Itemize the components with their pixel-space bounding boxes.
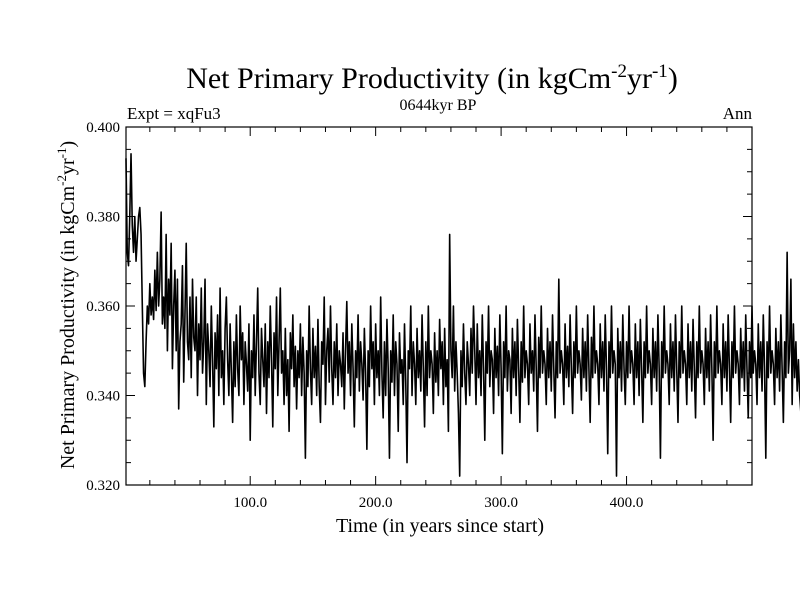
x-tick-label: 200.0 xyxy=(359,495,393,511)
subtitle-season: Ann xyxy=(723,104,753,123)
series-layer xyxy=(125,153,800,477)
title-sup-2: -1 xyxy=(652,61,668,82)
subtitle-period: 0644kyr BP xyxy=(400,97,477,114)
y-tick-label: 0.360 xyxy=(86,299,120,315)
chart-title: Net Primary Productivity (in kgCm-2yr-1) xyxy=(186,61,678,95)
x-tick-label: 300.0 xyxy=(484,495,518,511)
title-end: ) xyxy=(668,62,678,95)
axis-tick-labels: 100.0 200.0 300.0 400.0 0.320 0.340 0.360 0.380… xyxy=(86,120,643,511)
ylabel-sup-1: -2 xyxy=(54,175,69,186)
x-tick-label: 400.0 xyxy=(610,495,644,511)
series-line-npp xyxy=(125,153,800,477)
y-axis-label: Net Primary Productivity (in kgCm-2yr-1) xyxy=(54,141,79,469)
ylabel-main: Net Primary Productivity (in kgCm xyxy=(57,185,79,469)
subtitle-experiment: Expt = xqFu3 xyxy=(127,104,221,123)
ylabel-mid: yr xyxy=(57,158,79,175)
y-tick-label: 0.320 xyxy=(86,478,120,494)
title-mid: yr xyxy=(627,62,652,95)
y-tick-label: 0.380 xyxy=(86,210,120,226)
y-tick-label: 0.340 xyxy=(86,389,120,405)
ylabel-end: ) xyxy=(57,141,79,148)
x-axis-label: Time (in years since start) xyxy=(336,515,544,537)
title-sup-1: -2 xyxy=(611,61,627,82)
axis-ticks xyxy=(126,126,752,486)
title-main: Net Primary Productivity (in kgCm xyxy=(186,62,611,95)
ylabel-sup-2: -1 xyxy=(54,148,69,159)
x-tick-label: 100.0 xyxy=(233,495,267,511)
y-tick-label: 0.400 xyxy=(86,120,120,136)
